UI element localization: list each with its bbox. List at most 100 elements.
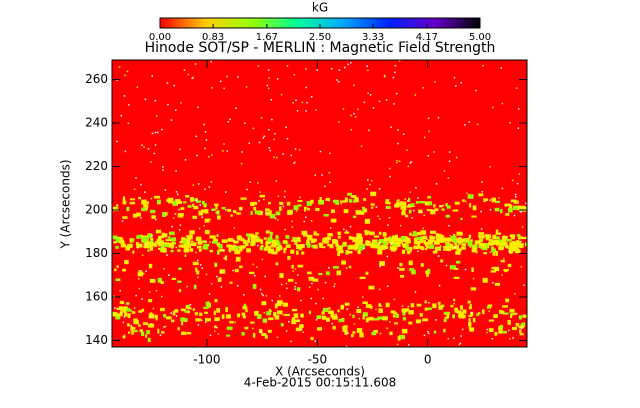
field-speck (130, 324, 133, 327)
field-patch (287, 278, 294, 282)
field-patch (291, 308, 298, 312)
field-speck (196, 154, 198, 157)
field-patch (408, 321, 413, 325)
field-speck (141, 144, 143, 146)
field-patch (160, 241, 164, 246)
field-patch (365, 230, 370, 235)
field-patch (172, 200, 177, 206)
field-patch (233, 210, 237, 214)
field-patch (438, 205, 443, 208)
field-patch (185, 195, 190, 198)
field-speck (338, 69, 341, 71)
field-speck (513, 214, 516, 217)
field-patch (119, 311, 123, 317)
field-patch (409, 232, 412, 236)
field-speck (234, 321, 236, 324)
field-speck (520, 266, 523, 268)
field-patch (508, 204, 513, 209)
field-speck (511, 179, 514, 182)
field-patch (509, 308, 515, 313)
field-patch (345, 249, 349, 255)
field-patch (453, 240, 457, 243)
field-patch (385, 199, 390, 202)
field-speck (203, 225, 205, 227)
field-patch (218, 243, 223, 249)
field-speck (389, 167, 391, 170)
field-speck (261, 292, 263, 295)
field-patch (505, 298, 510, 303)
field-patch (202, 245, 209, 250)
field-speck (257, 182, 259, 184)
field-patch (523, 206, 527, 211)
field-patch (495, 250, 498, 256)
field-speck (240, 208, 243, 210)
field-speck (378, 100, 381, 103)
field-speck (314, 174, 317, 176)
field-patch (249, 271, 255, 275)
field-speck (310, 220, 313, 222)
field-patch (323, 245, 326, 249)
field-speck (434, 81, 436, 83)
field-patch (388, 236, 392, 241)
field-patch (424, 307, 428, 311)
field-speck (362, 247, 365, 250)
field-patch (318, 200, 324, 205)
field-patch (129, 238, 134, 243)
field-speck (137, 278, 140, 280)
field-speck (248, 142, 251, 144)
field-patch (391, 235, 398, 240)
field-patch (301, 230, 308, 235)
field-speck (294, 285, 296, 288)
field-patch (513, 312, 518, 315)
field-patch (341, 260, 346, 265)
field-patch (279, 272, 284, 278)
field-patch (225, 307, 229, 312)
field-speck (116, 79, 118, 81)
field-patch (297, 200, 303, 203)
field-patch (502, 305, 508, 308)
field-speck (258, 200, 260, 202)
field-patch (378, 231, 382, 236)
field-patch (470, 311, 474, 317)
field-speck (209, 218, 211, 221)
field-patch (250, 202, 255, 207)
field-patch (504, 203, 507, 207)
field-patch (359, 276, 366, 280)
field-patch (454, 307, 459, 313)
field-patch (460, 305, 463, 310)
field-speck (465, 241, 467, 243)
field-patch (352, 314, 355, 319)
field-speck (290, 340, 292, 343)
field-patch (308, 276, 315, 281)
field-speck (500, 67, 503, 69)
field-patch (257, 236, 260, 241)
field-patch (395, 313, 399, 318)
field-speck (116, 140, 118, 143)
field-patch (247, 239, 251, 244)
field-patch (165, 238, 172, 242)
field-patch (360, 237, 364, 243)
field-patch (213, 235, 216, 240)
field-patch (374, 244, 378, 247)
field-patch (454, 245, 460, 249)
field-patch (269, 210, 272, 215)
field-speck (353, 112, 355, 115)
field-patch (246, 248, 251, 253)
field-patch (364, 229, 368, 233)
field-speck (259, 288, 262, 291)
field-patch (211, 208, 216, 211)
field-speck (305, 68, 307, 70)
field-patch (226, 244, 231, 248)
field-patch (460, 246, 466, 250)
field-patch (204, 218, 210, 223)
field-patch (443, 318, 447, 322)
field-patch (451, 235, 457, 240)
field-patch (483, 198, 487, 203)
field-patch (300, 313, 304, 318)
field-speck (516, 182, 519, 185)
field-speck (197, 276, 199, 279)
field-speck (489, 209, 492, 211)
field-patch (245, 233, 251, 237)
field-patch (339, 200, 346, 203)
field-patch (237, 236, 243, 241)
